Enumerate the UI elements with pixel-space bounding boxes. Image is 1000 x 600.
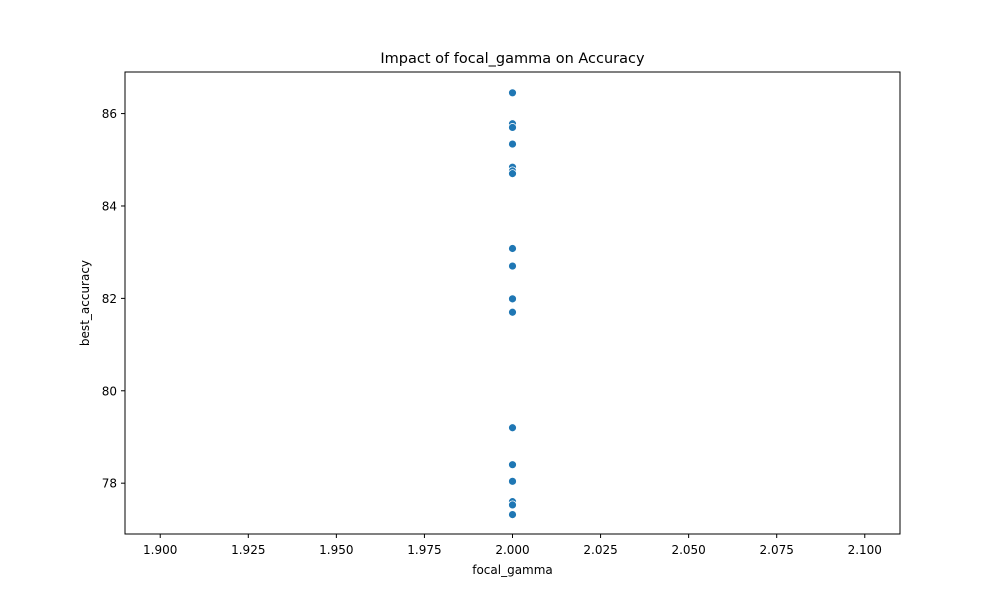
- scatter-point: [508, 123, 517, 132]
- y-axis-label: best_accuracy: [78, 260, 92, 346]
- y-tick-label: 82: [102, 292, 117, 306]
- scatter-point: [508, 139, 517, 149]
- y-tick-label: 86: [102, 107, 117, 121]
- x-tick-label: 2.025: [583, 543, 617, 557]
- y-tick-label: 84: [102, 199, 117, 213]
- scatter-point: [508, 500, 517, 510]
- y-tick-label: 78: [102, 477, 117, 491]
- scatter-point: [508, 169, 517, 179]
- x-tick-label: 2.100: [848, 543, 882, 557]
- x-axis-ticks: 1.900 1.925 1.950 1.975 2.000 2.025 2.050 2.075…: [143, 534, 882, 557]
- x-axis-label: focal_gamma: [472, 563, 553, 577]
- x-tick-label: 1.975: [407, 543, 441, 557]
- scatter-point: [508, 510, 517, 519]
- points-layer: [508, 88, 517, 519]
- chart-title: Impact of focal_gamma on Accuracy: [380, 51, 645, 67]
- plot-frame: [124, 71, 901, 535]
- scatter-point: [508, 244, 517, 253]
- scatter-point: [508, 294, 517, 304]
- x-tick-label: 2.000: [495, 543, 529, 557]
- scatter-point: [508, 423, 517, 433]
- y-axis-ticks: 78 80 82 84 86: [102, 107, 125, 491]
- scatter-point: [508, 88, 517, 98]
- x-tick-label: 2.075: [760, 543, 794, 557]
- scatter-point: [508, 476, 517, 486]
- x-tick-label: 1.900: [143, 543, 177, 557]
- scatter-point: [508, 460, 517, 470]
- scatter-point: [508, 307, 517, 317]
- y-tick-label: 80: [102, 384, 117, 398]
- x-tick-label: 2.050: [671, 543, 705, 557]
- x-tick-label: 1.925: [231, 543, 265, 557]
- x-tick-label: 1.950: [319, 543, 353, 557]
- scatter-point: [508, 261, 517, 271]
